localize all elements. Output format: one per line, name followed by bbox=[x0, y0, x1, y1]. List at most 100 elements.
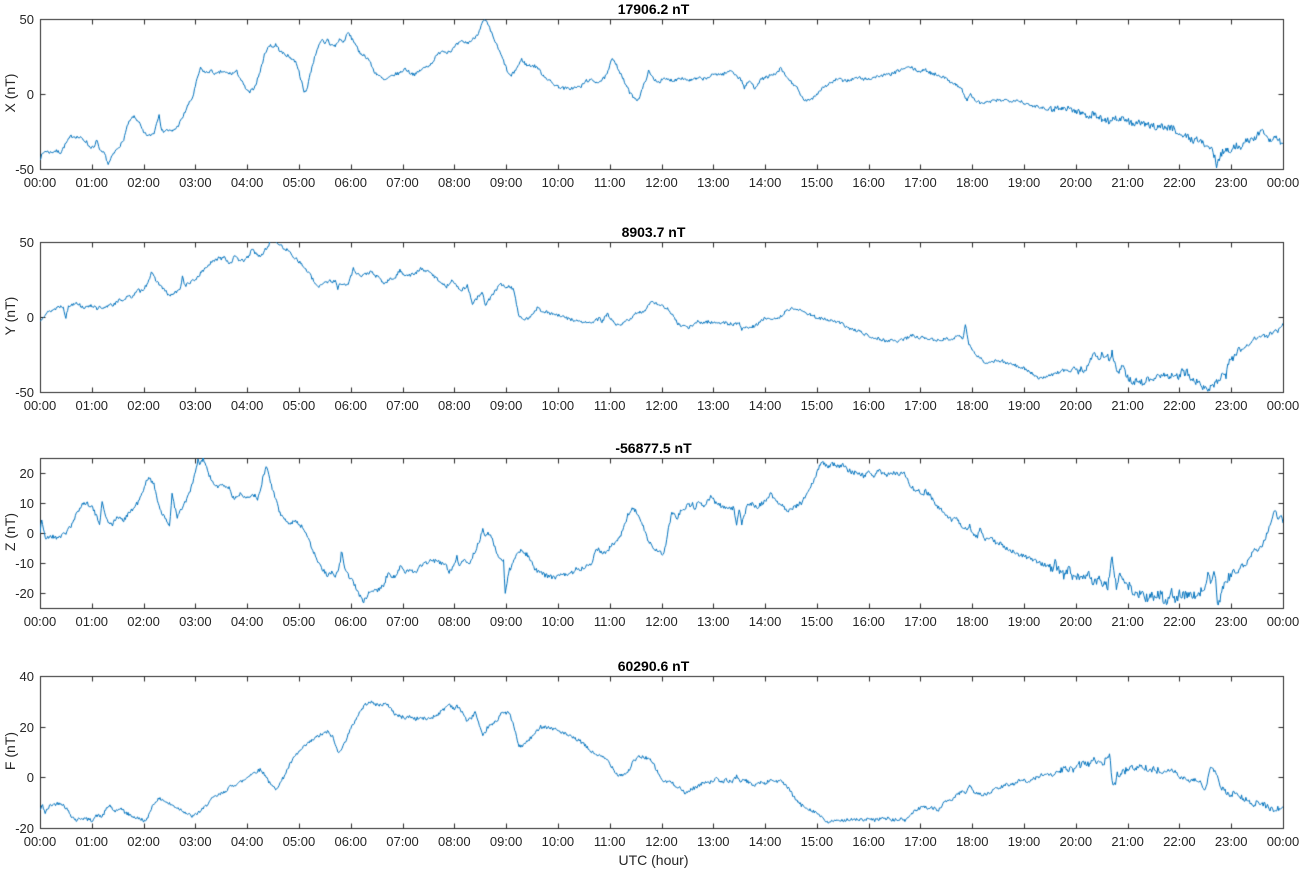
x-tick-label: 23:00 bbox=[1214, 834, 1248, 849]
x-tick-label: 19:00 bbox=[1007, 614, 1041, 629]
y-tick-label: -50 bbox=[15, 385, 34, 400]
y-tick-label: 0 bbox=[26, 526, 34, 541]
x-tick-label: 05:00 bbox=[282, 175, 316, 190]
x-tick-label: 13:00 bbox=[697, 614, 730, 629]
x-tick-label: 06:00 bbox=[334, 398, 368, 413]
x-tick-label: 04:00 bbox=[230, 175, 264, 190]
y-tick-label: -10 bbox=[15, 556, 34, 571]
x-tick-label: 23:00 bbox=[1214, 614, 1248, 629]
y-tick-label: 50 bbox=[19, 235, 34, 250]
x-tick-label: 01:00 bbox=[75, 398, 109, 413]
x-axis-label: UTC (hour) bbox=[618, 852, 689, 868]
x-tick-label: 22:00 bbox=[1163, 175, 1196, 190]
x-tick-label: 04:00 bbox=[230, 834, 264, 849]
x-tick-label: 08:00 bbox=[438, 834, 471, 849]
x-tick-label: 09:00 bbox=[489, 614, 523, 629]
x-tick-label: 08:00 bbox=[438, 398, 471, 413]
x-tick-label: 11:00 bbox=[593, 398, 626, 413]
x-tick-label: 05:00 bbox=[282, 614, 316, 629]
x-tick-label: 12:00 bbox=[645, 614, 678, 629]
x-tick-label: 07:00 bbox=[386, 834, 419, 849]
x-tick-label: 01:00 bbox=[75, 834, 109, 849]
x-tick-label: 03:00 bbox=[179, 614, 212, 629]
x-tick-label: 23:00 bbox=[1214, 398, 1248, 413]
y-tick-label: 20 bbox=[19, 719, 34, 735]
x-tick-label: 08:00 bbox=[438, 175, 471, 190]
x-tick-label: 12:00 bbox=[645, 834, 678, 849]
x-tick-label: 23:00 bbox=[1214, 175, 1248, 190]
x-tick-label: 00:00 bbox=[1266, 834, 1300, 849]
subplot-f-title: 60290.6 nT bbox=[617, 658, 690, 674]
x-tick-label: 07:00 bbox=[386, 398, 419, 413]
x-tick-label: 06:00 bbox=[334, 175, 368, 190]
x-tick-label: 02:00 bbox=[127, 175, 160, 190]
x-tick-label: 17:00 bbox=[904, 834, 937, 849]
subplot-z-title: -56877.5 nT bbox=[615, 440, 692, 456]
x-tick-label: 18:00 bbox=[955, 834, 989, 849]
x-tick-label: 18:00 bbox=[955, 398, 989, 413]
x-tick-label: 02:00 bbox=[127, 614, 160, 629]
x-tick-label: 15:00 bbox=[800, 614, 834, 629]
x-tick-label: 09:00 bbox=[489, 398, 523, 413]
x-tick-label: 03:00 bbox=[179, 175, 212, 190]
x-tick-label: 21:00 bbox=[1111, 614, 1144, 629]
subplot-y-title: 8903.7 nT bbox=[621, 224, 686, 240]
y-tick-label: 0 bbox=[26, 87, 34, 102]
y-tick-label: -20 bbox=[15, 821, 34, 836]
x-tick-label: 06:00 bbox=[334, 834, 368, 849]
x-tick-label: 16:00 bbox=[852, 398, 885, 413]
x-tick-label: 13:00 bbox=[697, 175, 730, 190]
y-tick-label: 0 bbox=[26, 310, 34, 325]
x-tick-label: 17:00 bbox=[904, 398, 937, 413]
x-tick-label: 17:00 bbox=[904, 175, 937, 190]
y-tick-label: 20 bbox=[19, 466, 34, 481]
x-tick-label: 11:00 bbox=[593, 175, 626, 190]
x-tick-label: 01:00 bbox=[75, 175, 109, 190]
x-tick-label: 00:00 bbox=[1266, 175, 1300, 190]
x-tick-label: 12:00 bbox=[645, 398, 678, 413]
x-tick-label: 02:00 bbox=[127, 834, 160, 849]
x-tick-label: 10:00 bbox=[541, 614, 575, 629]
x-tick-label: 11:00 bbox=[593, 614, 626, 629]
x-tick-label: 07:00 bbox=[386, 614, 419, 629]
x-tick-label: 22:00 bbox=[1163, 834, 1196, 849]
x-tick-label: 10:00 bbox=[541, 398, 575, 413]
x-tick-label: 20:00 bbox=[1059, 834, 1093, 849]
x-tick-label: 20:00 bbox=[1059, 614, 1093, 629]
y-tick-label: 40 bbox=[19, 669, 34, 684]
x-tick-label: 17:00 bbox=[904, 614, 937, 629]
x-tick-label: 05:00 bbox=[282, 834, 316, 849]
x-tick-label: 11:00 bbox=[593, 834, 626, 849]
x-tick-label: 15:00 bbox=[800, 834, 834, 849]
x-tick-label: 21:00 bbox=[1111, 398, 1144, 413]
subplot-x-title: 17906.2 nT bbox=[617, 1, 690, 17]
y-tick-label: 0 bbox=[26, 770, 34, 786]
x-tick-label: 04:00 bbox=[230, 614, 264, 629]
x-tick-label: 22:00 bbox=[1163, 614, 1196, 629]
x-tick-label: 15:00 bbox=[800, 175, 834, 190]
x-tick-label: 01:00 bbox=[75, 614, 109, 629]
x-tick-label: 03:00 bbox=[179, 398, 212, 413]
x-tick-label: 16:00 bbox=[852, 834, 885, 849]
x-tick-label: 09:00 bbox=[489, 175, 523, 190]
x-tick-label: 10:00 bbox=[541, 834, 575, 849]
x-tick-label: 19:00 bbox=[1007, 398, 1041, 413]
x-tick-label: 16:00 bbox=[852, 614, 885, 629]
x-tick-label: 00:00 bbox=[23, 175, 57, 190]
x-tick-label: 09:00 bbox=[489, 834, 523, 849]
x-tick-label: 02:00 bbox=[127, 398, 160, 413]
x-tick-label: 08:00 bbox=[438, 614, 471, 629]
x-tick-label: 05:00 bbox=[282, 398, 316, 413]
x-tick-label: 15:00 bbox=[800, 398, 834, 413]
x-tick-label: 14:00 bbox=[748, 834, 782, 849]
y-axis-label-f: F (nT) bbox=[2, 731, 18, 771]
x-tick-label: 19:00 bbox=[1007, 175, 1041, 190]
x-tick-label: 13:00 bbox=[697, 834, 730, 849]
y-tick-label: -20 bbox=[15, 586, 34, 601]
x-tick-label: 20:00 bbox=[1059, 175, 1093, 190]
x-tick-label: 00:00 bbox=[1266, 614, 1300, 629]
x-tick-label: 00:00 bbox=[23, 614, 57, 629]
x-tick-label: 14:00 bbox=[748, 398, 782, 413]
